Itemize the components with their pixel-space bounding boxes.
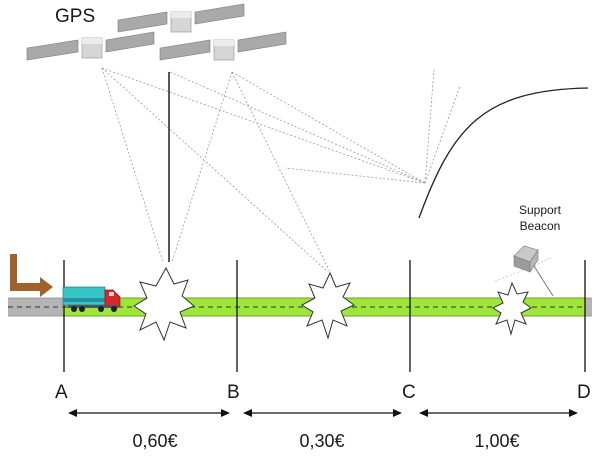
section-marker-b: B: [227, 382, 240, 403]
segment-price-bc: 0,30€: [299, 431, 344, 451]
toll-event-starburst: [491, 281, 532, 336]
segment-arrows: [68, 409, 578, 417]
section-marker-c: C: [402, 382, 416, 403]
section-marker-a: A: [55, 382, 68, 403]
segment-price-cd: 1,00€: [474, 431, 519, 451]
beacon-label-line1: Support: [519, 203, 562, 217]
gps-signal-lines: [101, 67, 461, 273]
accuracy-curve: [418, 87, 589, 219]
gps-satellite-icon: [117, 3, 245, 33]
section-marker-d: D: [577, 382, 591, 403]
beacon-label-line2: Beacon: [520, 219, 561, 233]
gps-satellite-icon: [159, 31, 287, 61]
gps-label: GPS: [55, 6, 95, 27]
entry-arrow-icon: [10, 254, 53, 297]
segment-price-ab: 0,60€: [132, 431, 177, 451]
toll-event-starburst: [301, 271, 355, 340]
toll-event-starburst: [133, 266, 195, 342]
section-marker-lines: [63, 260, 586, 372]
gps-satellite-icon: [26, 31, 155, 61]
truck-icon: [62, 286, 121, 312]
support-beacon-icon: [492, 245, 554, 297]
